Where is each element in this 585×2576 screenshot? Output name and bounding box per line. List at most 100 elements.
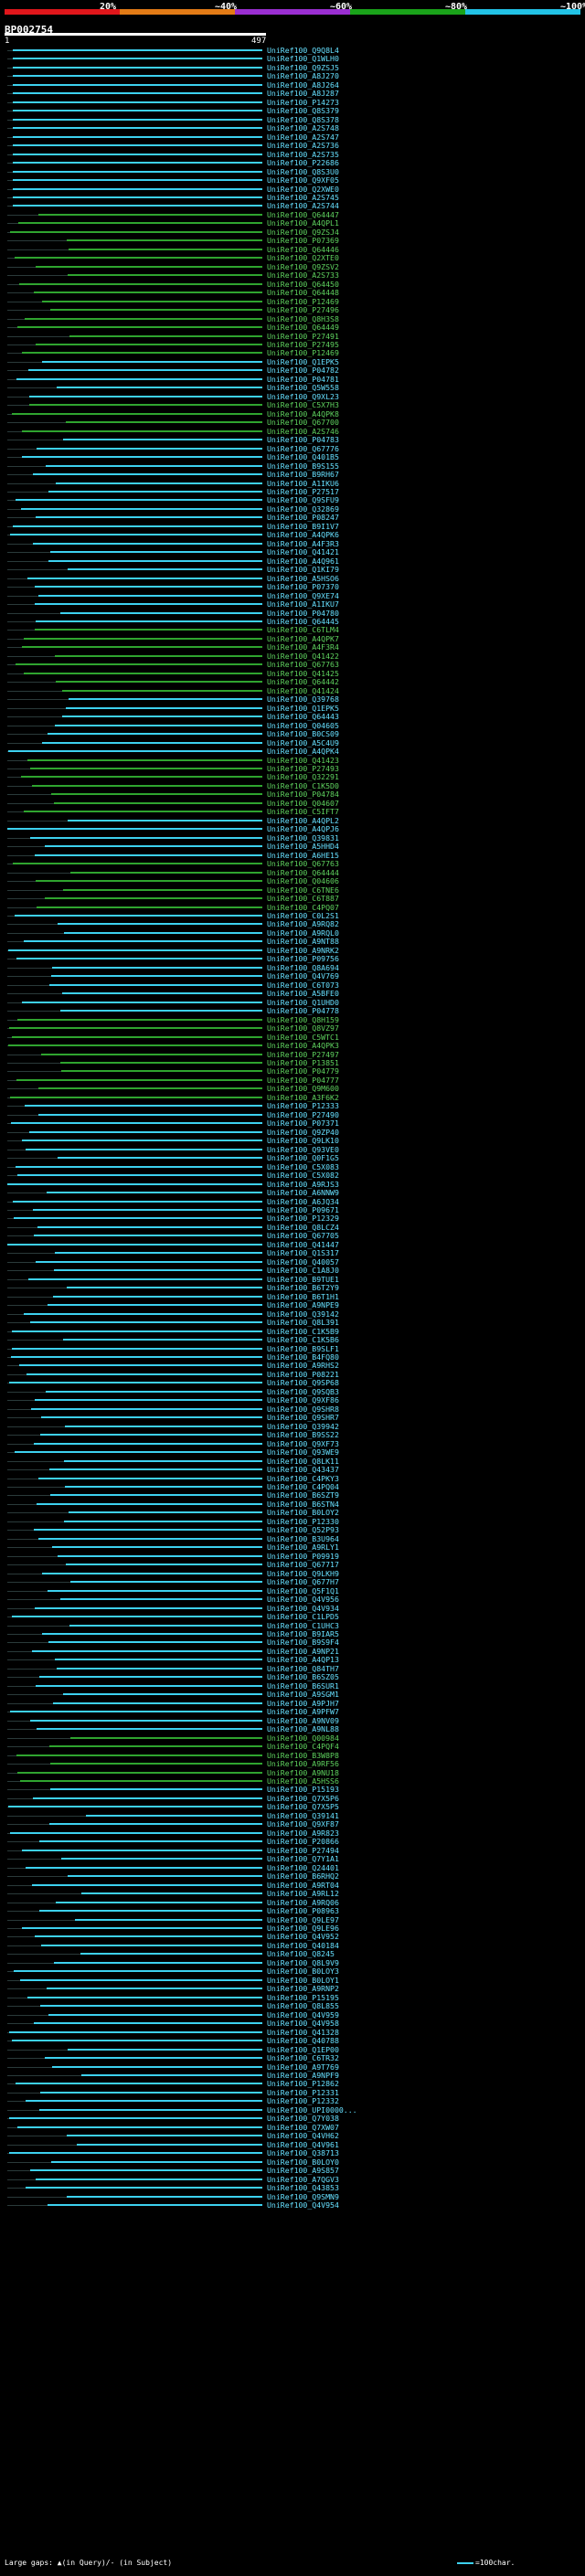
hit-alignment-bar[interactable] xyxy=(33,473,262,476)
hit-id-link[interactable]: UniRef100_A4QP13 xyxy=(267,1655,339,1665)
hit-alignment-bar[interactable] xyxy=(41,1416,262,1419)
hit-id-link[interactable]: UniRef100_P12333 xyxy=(267,1101,339,1111)
hit-id-link[interactable]: UniRef100_Q7X5P5 xyxy=(267,1802,339,1812)
hit-id-link[interactable]: UniRef100_Q67776 xyxy=(267,443,339,453)
hit-id-link[interactable]: UniRef100_C1K5B9 xyxy=(267,1326,339,1336)
hit-alignment-bar[interactable] xyxy=(36,620,262,623)
hit-alignment-bar[interactable] xyxy=(77,2143,262,2146)
hit-id-link[interactable]: UniRef100_P08247 xyxy=(267,513,339,523)
hit-id-link[interactable]: UniRef100_Q2XWE0 xyxy=(267,184,339,194)
hit-alignment-bar[interactable] xyxy=(22,646,262,649)
hit-alignment-bar[interactable] xyxy=(67,1287,262,1289)
hit-id-link[interactable]: UniRef100_C5X082 xyxy=(267,1171,339,1181)
hit-id-link[interactable]: UniRef100_C4PQ04 xyxy=(267,1482,339,1492)
hit-alignment-bar[interactable] xyxy=(61,1070,262,1073)
hit-alignment-bar[interactable] xyxy=(39,1840,262,1843)
hit-alignment-bar[interactable] xyxy=(42,360,262,363)
hit-id-link[interactable]: UniRef100_A3F6K2 xyxy=(267,1092,339,1102)
hit-id-link[interactable]: UniRef100_Q64442 xyxy=(267,677,339,687)
hit-id-link[interactable]: UniRef100_A2S735 xyxy=(267,149,339,159)
hit-id-link[interactable]: UniRef100_P12331 xyxy=(267,2087,339,2097)
hit-id-link[interactable]: UniRef100_A9RT04 xyxy=(267,1880,339,1890)
hit-alignment-bar[interactable] xyxy=(49,1745,262,1748)
hit-id-link[interactable]: UniRef100_A5HHD4 xyxy=(267,842,339,852)
hit-alignment-bar[interactable] xyxy=(13,49,262,51)
hit-id-link[interactable]: UniRef100_C4PKY3 xyxy=(267,1473,339,1483)
hit-id-link[interactable]: UniRef100_Q64448 xyxy=(267,288,339,298)
hit-alignment-bar[interactable] xyxy=(10,1711,262,1713)
hit-id-link[interactable]: UniRef100_P04778 xyxy=(267,1006,339,1016)
hit-alignment-bar[interactable] xyxy=(51,793,262,796)
hit-alignment-bar[interactable] xyxy=(63,439,262,441)
hit-alignment-bar[interactable] xyxy=(13,92,262,95)
hit-alignment-bar[interactable] xyxy=(13,205,262,207)
hit-alignment-bar[interactable] xyxy=(49,983,262,986)
hit-alignment-bar[interactable] xyxy=(22,1001,262,1003)
hit-id-link[interactable]: UniRef100_B9I1V7 xyxy=(267,521,339,531)
hit-id-link[interactable]: UniRef100_Q64445 xyxy=(267,617,339,627)
hit-id-link[interactable]: UniRef100_P07371 xyxy=(267,1118,339,1129)
hit-id-link[interactable]: UniRef100_A1IKU7 xyxy=(267,599,339,610)
hit-alignment-bar[interactable] xyxy=(25,317,262,320)
hit-id-link[interactable]: UniRef100_Q64444 xyxy=(267,867,339,877)
hit-alignment-bar[interactable] xyxy=(34,292,262,294)
hit-alignment-bar[interactable] xyxy=(64,931,262,934)
hit-id-link[interactable]: UniRef100_Q7Y038 xyxy=(267,2114,339,2124)
hit-alignment-bar[interactable] xyxy=(45,2057,262,2060)
hit-id-link[interactable]: UniRef100_Q9XL23 xyxy=(267,391,339,401)
hit-id-link[interactable]: UniRef100_Q7X5P6 xyxy=(267,1793,339,1803)
hit-alignment-bar[interactable] xyxy=(57,1667,262,1670)
hit-id-link[interactable]: UniRef100_Q1S317 xyxy=(267,1248,339,1258)
hit-id-link[interactable]: UniRef100_B0LOY1 xyxy=(267,1975,339,1985)
hit-alignment-bar[interactable] xyxy=(16,958,262,960)
hit-id-link[interactable]: UniRef100_P04784 xyxy=(267,790,339,800)
hit-id-link[interactable]: UniRef100_C5X7H3 xyxy=(267,400,339,410)
hit-alignment-bar[interactable] xyxy=(36,880,262,883)
hit-id-link[interactable]: UniRef100_A4QPK4 xyxy=(267,747,339,757)
hit-alignment-bar[interactable] xyxy=(66,706,262,709)
hit-alignment-bar[interactable] xyxy=(50,1763,262,1765)
hit-alignment-bar[interactable] xyxy=(13,144,262,147)
hit-id-link[interactable]: UniRef100_B6RHQ2 xyxy=(267,1871,339,1882)
hit-id-link[interactable]: UniRef100_A9RL12 xyxy=(267,1889,339,1899)
hit-id-link[interactable]: UniRef100_Q9SHR8 xyxy=(267,1404,339,1414)
hit-id-link[interactable]: UniRef100_P07370 xyxy=(267,582,339,592)
hit-id-link[interactable]: UniRef100_Q7Y1A1 xyxy=(267,1854,339,1864)
hit-alignment-bar[interactable] xyxy=(37,1502,262,1505)
hit-id-link[interactable]: UniRef100_Q9ZP40 xyxy=(267,1127,339,1137)
hit-alignment-bar[interactable] xyxy=(55,1659,262,1661)
hit-id-link[interactable]: UniRef100_Q40057 xyxy=(267,1256,339,1267)
hit-id-link[interactable]: UniRef100_Q39942 xyxy=(267,1421,339,1431)
hit-id-link[interactable]: UniRef100_Q41425 xyxy=(267,668,339,678)
hit-alignment-bar[interactable] xyxy=(48,1304,262,1307)
hit-id-link[interactable]: UniRef100_B9S9F4 xyxy=(267,1638,339,1648)
hit-alignment-bar[interactable] xyxy=(26,2100,262,2103)
hit-id-link[interactable]: UniRef100_B3W8P8 xyxy=(267,1750,339,1760)
hit-id-link[interactable]: UniRef100_Q41423 xyxy=(267,755,339,765)
hit-id-link[interactable]: UniRef100_Q4V956 xyxy=(267,1595,339,1605)
hit-alignment-bar[interactable] xyxy=(13,162,262,164)
hit-alignment-bar[interactable] xyxy=(13,127,262,130)
hit-id-link[interactable]: UniRef100_A2S746 xyxy=(267,426,339,436)
hit-alignment-bar[interactable] xyxy=(17,326,262,329)
hit-id-link[interactable]: UniRef100_A4Q961 xyxy=(267,556,339,566)
hit-alignment-bar[interactable] xyxy=(41,1944,262,1946)
hit-alignment-bar[interactable] xyxy=(54,1961,262,1964)
hit-id-link[interactable]: UniRef100_A6NNW9 xyxy=(267,1188,339,1198)
hit-id-link[interactable]: UniRef100_A4QPK7 xyxy=(267,633,339,643)
hit-id-link[interactable]: UniRef100_Q4V961 xyxy=(267,2139,339,2149)
hit-id-link[interactable]: UniRef100_Q9LE96 xyxy=(267,1923,339,1933)
hit-alignment-bar[interactable] xyxy=(75,1918,262,1921)
hit-id-link[interactable]: UniRef100_Q8L9V9 xyxy=(267,1957,339,1967)
hit-id-link[interactable]: UniRef100_A9T769 xyxy=(267,2062,339,2072)
hit-id-link[interactable]: UniRef100_Q41328 xyxy=(267,2027,339,2037)
hit-alignment-bar[interactable] xyxy=(58,1554,262,1557)
hit-alignment-bar[interactable] xyxy=(45,897,262,900)
hit-id-link[interactable]: UniRef100_B6STN4 xyxy=(267,1499,339,1509)
hit-id-link[interactable]: UniRef100_Q4V958 xyxy=(267,2019,339,2029)
hit-id-link[interactable]: UniRef100_Q4V952 xyxy=(267,1932,339,1942)
hit-alignment-bar[interactable] xyxy=(33,1797,262,1799)
hit-alignment-bar[interactable] xyxy=(39,1676,262,1679)
hit-id-link[interactable]: UniRef100_Q401B5 xyxy=(267,452,339,462)
hit-alignment-bar[interactable] xyxy=(57,387,262,389)
